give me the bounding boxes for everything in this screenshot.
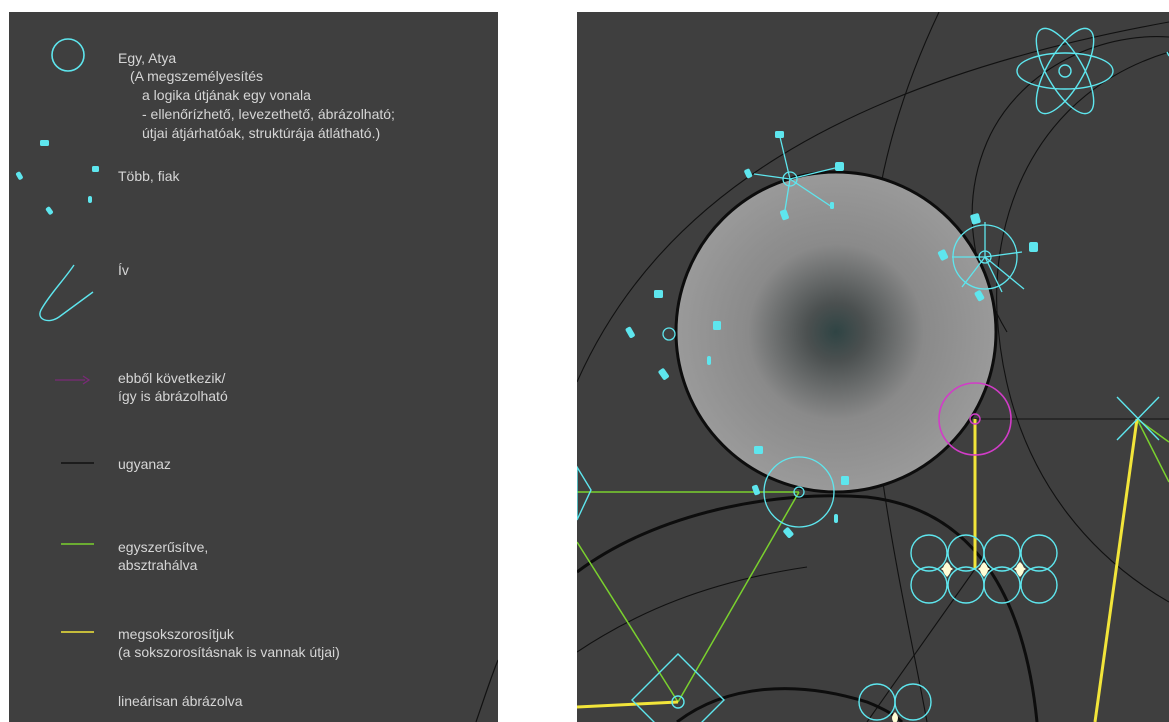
diagram-panel	[577, 12, 1169, 722]
legend-label-linearisan: lineárisan ábrázolva	[118, 693, 243, 709]
legend-label-egy-atya: Egy, Atya	[118, 50, 177, 66]
legend-panel: Egy, Atya (A megszemélyesítés a logika ú…	[9, 12, 498, 722]
bottom-arcs	[577, 494, 1039, 722]
legend-text-line-3: - ellenőrízhető, levezethető, ábrázolhat…	[142, 106, 395, 122]
legend-text-line-1: (A megszemélyesítés	[130, 68, 264, 84]
flower-centers	[941, 562, 1026, 577]
legend-label-absztrahalva: absztrahálva	[118, 557, 198, 573]
yellow-connectors	[577, 418, 1139, 722]
legend-label-iv: Ív	[118, 262, 129, 278]
magenta-circle	[938, 382, 1012, 456]
wheel-node-dots	[937, 213, 1038, 302]
double-circle-node	[858, 683, 932, 721]
partial-arc	[475, 659, 498, 722]
diagram-canvas	[577, 12, 1169, 722]
legend-label-igy: így is ábrázolható	[118, 388, 228, 404]
star-node-right	[1116, 396, 1160, 441]
bottom-node-dots	[752, 446, 849, 538]
legend-label-tobb-fiak: Több, fiak	[118, 168, 180, 184]
legend-label-ugyanaz: ugyanaz	[118, 456, 171, 472]
bottom-node	[763, 456, 835, 528]
arc-icon	[39, 264, 94, 322]
legend-label-sokszorositas: (a sokszorosításnak is vannak útjai)	[118, 644, 340, 660]
diamond-node	[631, 653, 725, 722]
dots-icon	[16, 140, 99, 215]
legend-label-egyszerusitve: egyszerűsítve,	[118, 539, 209, 555]
arrow-icon	[55, 375, 91, 385]
flower-cluster	[910, 534, 1058, 604]
small-circle-node	[662, 327, 676, 341]
legend-text-line-4: útjai átjárhatóak, struktúrája átlátható…	[142, 125, 381, 141]
wheel-node	[952, 222, 1025, 293]
star-node-1	[753, 136, 836, 211]
legend-symbols	[16, 38, 498, 722]
legend-label-ebbol: ebből következik/	[118, 370, 226, 386]
circle-icon	[51, 38, 85, 72]
star-node-1-dots	[744, 131, 844, 221]
central-sphere	[674, 170, 998, 494]
scattered-dots	[625, 290, 721, 380]
legend-label-megsokszorositjuk: megsokszorosítjuk	[118, 626, 234, 642]
left-diamond	[577, 465, 592, 521]
atom-icon	[1016, 27, 1114, 115]
legend-text-line-2: a logika útjának egy vonala	[142, 87, 311, 103]
